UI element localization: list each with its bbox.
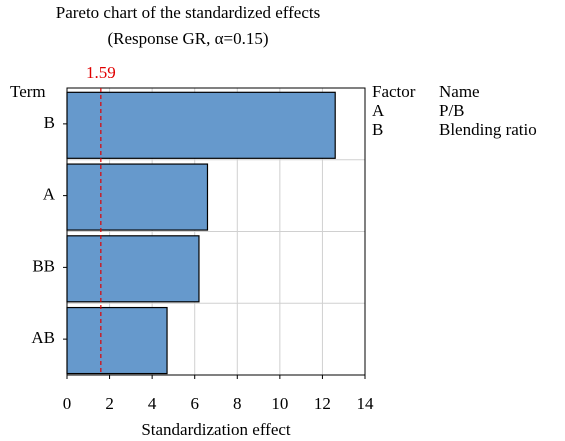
plot-frame bbox=[66, 87, 366, 376]
x-tick-label: 10 bbox=[271, 394, 288, 413]
x-tick-label: 4 bbox=[148, 394, 157, 413]
y-tick-label: B bbox=[44, 113, 55, 132]
bar bbox=[66, 163, 209, 231]
bar bbox=[66, 235, 200, 303]
y-tick-label: AB bbox=[31, 328, 55, 347]
x-tick-label: 14 bbox=[357, 394, 375, 413]
chart-subtitle: (Response GR, α=0.15) bbox=[107, 29, 268, 48]
x-tick-label: 8 bbox=[233, 394, 242, 413]
table-cell: B bbox=[372, 120, 383, 139]
bar bbox=[66, 306, 168, 375]
x-tick-label: 0 bbox=[63, 394, 72, 413]
y-axis-label: Term bbox=[10, 82, 46, 101]
x-tick-label: 2 bbox=[105, 394, 114, 413]
table-cell: Blending ratio bbox=[439, 120, 537, 139]
x-tick-label: 12 bbox=[314, 394, 331, 413]
table-header: Name bbox=[439, 82, 480, 101]
y-tick-label: BB bbox=[32, 256, 55, 275]
reference-label: 1.59 bbox=[86, 63, 116, 82]
bar bbox=[66, 91, 336, 159]
table-header: Factor bbox=[372, 82, 416, 101]
table-cell: P/B bbox=[439, 101, 465, 120]
table-cell: A bbox=[372, 101, 385, 120]
y-tick-label: A bbox=[43, 185, 56, 204]
x-axis-label: Standardization effect bbox=[141, 420, 291, 439]
x-tick-label: 6 bbox=[190, 394, 199, 413]
chart-title: Pareto chart of the standardized effects bbox=[56, 3, 320, 22]
